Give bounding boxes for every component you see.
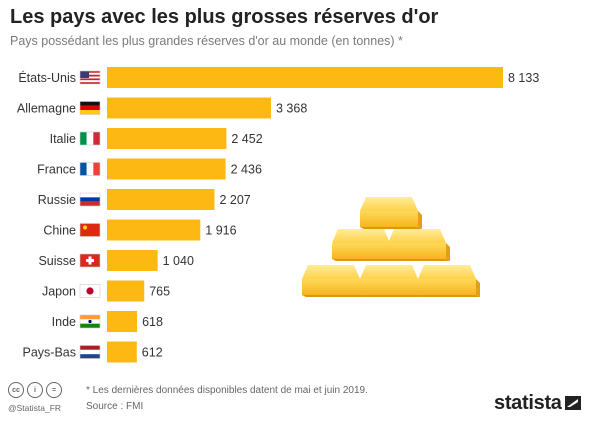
category-label: États-Unis (18, 70, 76, 85)
bar (107, 219, 201, 241)
nd-icon: = (46, 382, 62, 398)
category-label: Inde (52, 315, 76, 329)
category-label: France (37, 163, 76, 177)
twitter-handle[interactable]: @Statista_FR (8, 403, 62, 413)
us-flag-icon (79, 70, 101, 85)
value-label: 2 207 (219, 193, 250, 207)
bar (107, 97, 271, 119)
chart-title: Les pays avec les plus grosses réserves … (10, 6, 439, 28)
value-label: 8 133 (508, 71, 539, 85)
category-label: Japon (42, 285, 76, 299)
it-flag-icon (79, 131, 101, 146)
statista-logo[interactable]: statista (494, 392, 562, 414)
bar-chart: États-Unis 8 133 Allemagne 3 368 Italie 2 452… (17, 67, 539, 363)
license-icons: cc i = (8, 382, 62, 398)
category-label: Pays-Bas (23, 346, 77, 360)
value-label: 2 436 (231, 163, 262, 177)
value-label: 3 368 (276, 102, 307, 116)
gold-bars-illustration (302, 197, 480, 297)
value-label: 2 452 (231, 132, 262, 146)
bar (107, 341, 137, 363)
category-label: Italie (50, 132, 76, 146)
chart-subtitle: Pays possédant les plus grandes réserves… (10, 34, 403, 48)
fr-flag-icon (79, 162, 101, 176)
bar (107, 189, 215, 210)
ch-flag-icon (79, 253, 101, 268)
category-label: Allemagne (17, 102, 76, 116)
ru-flag-icon (79, 192, 101, 207)
bar (107, 250, 158, 271)
value-label: 612 (142, 346, 163, 360)
category-label: Suisse (38, 254, 76, 268)
in-flag-icon (79, 314, 101, 329)
value-label: 765 (149, 285, 170, 299)
source-note: Source : FMI (86, 401, 144, 412)
category-label: Russie (38, 193, 76, 207)
value-label: 1 916 (205, 224, 236, 238)
bar (107, 67, 503, 88)
jp-flag-icon (79, 284, 101, 298)
footnote: * Les dernières données disponibles date… (86, 385, 368, 396)
bar (107, 311, 138, 332)
bar (107, 128, 227, 149)
statista-logo-icon (565, 396, 581, 410)
value-label: 618 (142, 315, 163, 329)
de-flag-icon (79, 101, 101, 115)
category-label: Chine (43, 224, 76, 238)
by-icon: i (27, 382, 43, 398)
nl-flag-icon (79, 345, 101, 359)
bar (107, 158, 226, 180)
value-label: 1 040 (163, 254, 194, 268)
cc-icon: cc (8, 382, 24, 398)
bar (107, 280, 145, 302)
cn-flag-icon (79, 223, 101, 237)
